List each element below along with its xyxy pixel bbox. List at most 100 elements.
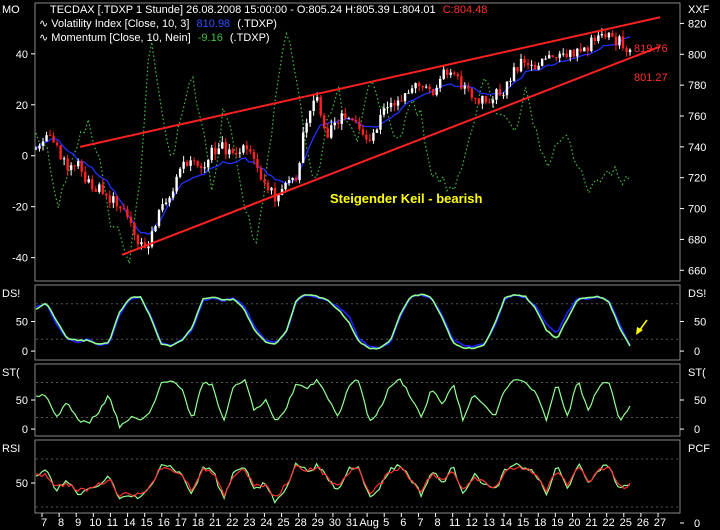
price-tick-label-8: 820 xyxy=(688,18,706,30)
candle-body-86 xyxy=(337,122,340,124)
candle-body-110 xyxy=(421,86,424,88)
candles-layer xyxy=(34,28,632,255)
volatility-legend-suffix: (.TDXP) xyxy=(237,18,277,30)
candle-body-109 xyxy=(417,83,421,87)
candle-body-2 xyxy=(41,141,45,146)
candle-body-25 xyxy=(122,208,126,210)
x-tick-label-31: 20 xyxy=(568,517,580,529)
candle-body-158 xyxy=(590,37,593,52)
x-tick-label-4: 11 xyxy=(107,517,118,529)
candle-body-166 xyxy=(618,36,621,46)
candle-body-72 xyxy=(287,179,291,184)
x-tick-label-9: 18 xyxy=(192,517,204,529)
st-left-tick-1: 50 xyxy=(16,395,28,407)
candle-body-163 xyxy=(607,32,611,38)
price-tick-label-6: 780 xyxy=(688,80,706,92)
candle-body-53 xyxy=(221,142,224,149)
candle-body-103 xyxy=(396,100,400,106)
x-tick-label-12: 23 xyxy=(243,517,255,529)
momentum-tick-label-0: -40 xyxy=(12,253,28,265)
candle-body-57 xyxy=(235,152,238,154)
candle-body-19 xyxy=(101,184,104,194)
candle-body-156 xyxy=(583,47,586,52)
candle-body-38 xyxy=(168,197,171,203)
candle-body-151 xyxy=(565,53,568,57)
ds-right-label: DS! xyxy=(688,288,706,300)
candle-body-85 xyxy=(333,122,336,126)
candle-body-165 xyxy=(614,36,618,46)
x-tick-label-25: 12 xyxy=(466,517,478,529)
main-right-label: XXF xyxy=(688,4,710,16)
candle-body-162 xyxy=(604,34,607,38)
candle-body-32 xyxy=(147,246,150,249)
st-right-tick-0: 0 xyxy=(694,424,700,436)
candle-body-33 xyxy=(150,231,154,247)
candle-body-135 xyxy=(509,80,512,82)
st-right-label: ST( xyxy=(688,367,706,379)
price-tick-label-2: 700 xyxy=(688,204,706,216)
x-tick-label-3: 10 xyxy=(89,517,101,529)
header-line1-text: TECDAX [.TDXP 1 Stunde] 26.08.2008 15:00… xyxy=(50,4,436,16)
candle-body-54 xyxy=(224,142,227,155)
candle-body-16 xyxy=(91,179,94,190)
candle-body-128 xyxy=(484,95,488,103)
candle-body-88 xyxy=(344,113,347,119)
x-tick-label-35: 26 xyxy=(637,517,649,529)
candle-body-58 xyxy=(238,152,242,154)
x-tick-label-17: 30 xyxy=(329,517,341,529)
candle-body-150 xyxy=(562,53,565,55)
x-tick-label-36: 27 xyxy=(654,517,666,529)
x-tick-label-1: 8 xyxy=(58,517,64,529)
candle-body-160 xyxy=(597,35,600,42)
x-tick-label-14: 25 xyxy=(277,517,289,529)
candle-body-67 xyxy=(270,187,273,191)
st-left-label: ST( xyxy=(2,367,20,379)
candle-body-95 xyxy=(368,139,372,141)
candle-body-3 xyxy=(45,135,48,142)
candle-body-112 xyxy=(428,86,431,89)
ds-series-1 xyxy=(35,293,631,350)
x-tick-label-19: Aug xyxy=(359,517,379,529)
x-tick-label-28: 15 xyxy=(517,517,529,529)
candle-body-94 xyxy=(365,134,368,140)
candle-body-35 xyxy=(157,210,161,227)
x-tick-label-24: 11 xyxy=(449,517,460,529)
price-tick-label-0: 660 xyxy=(688,265,706,277)
candle-body-17 xyxy=(94,189,97,192)
wedge-upper-label: 819.76 xyxy=(634,43,668,55)
price-tick-label-4: 740 xyxy=(688,142,706,154)
candle-body-28 xyxy=(133,222,136,236)
x-tick-label-11: 22 xyxy=(226,517,238,529)
candle-body-105 xyxy=(403,93,407,102)
price-tick-label-5: 760 xyxy=(688,111,706,123)
candle-body-79 xyxy=(312,100,315,111)
volatility-legend-label: Volatility Index [Close, 10, 3] xyxy=(51,18,189,30)
candle-body-42 xyxy=(182,161,185,169)
candle-body-48 xyxy=(203,167,206,169)
candle-body-152 xyxy=(569,50,572,57)
candle-body-26 xyxy=(126,209,129,217)
wedge-upper-line xyxy=(79,16,661,148)
candle-body-62 xyxy=(252,151,256,160)
momentum-tick-label-2: 0 xyxy=(22,151,28,163)
candle-body-96 xyxy=(372,132,375,141)
x-tick-label-5: 14 xyxy=(123,517,135,529)
x-tick-label-27: 14 xyxy=(500,517,512,529)
candle-body-9 xyxy=(66,158,69,171)
candle-body-102 xyxy=(393,103,396,106)
candle-body-44 xyxy=(189,160,192,166)
x-tick-label-13: 24 xyxy=(260,517,272,529)
candle-body-5 xyxy=(52,135,55,143)
candle-body-46 xyxy=(196,160,199,166)
candle-body-126 xyxy=(477,98,481,104)
x-tick-label-26: 13 xyxy=(483,517,495,529)
candle-body-84 xyxy=(330,125,333,138)
candle-body-21 xyxy=(108,195,112,203)
candle-body-130 xyxy=(491,99,495,103)
x-tick-label-29: 18 xyxy=(534,517,546,529)
candle-body-24 xyxy=(119,206,122,209)
candle-body-41 xyxy=(178,168,182,177)
candle-body-123 xyxy=(467,85,470,89)
candle-body-34 xyxy=(154,226,157,232)
